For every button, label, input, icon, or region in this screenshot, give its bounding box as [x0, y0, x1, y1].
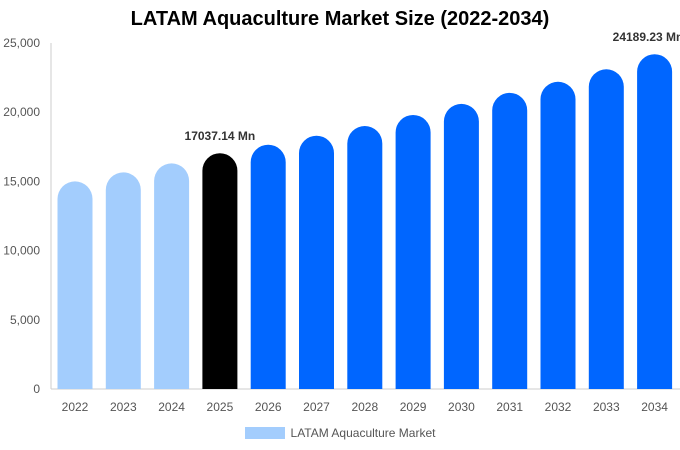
bar-2022[interactable]: [57, 181, 93, 389]
y-tick-label: 0: [33, 382, 40, 396]
legend-label: LATAM Aquaculture Market: [290, 426, 436, 440]
legend[interactable]: LATAM Aquaculture Market: [0, 425, 680, 441]
y-tick-label: 15,000: [3, 174, 40, 188]
bar-2031[interactable]: [492, 92, 528, 389]
x-tick-label: 2033: [593, 400, 620, 414]
x-tick-label: 2024: [158, 400, 185, 414]
data-label-2025: 17037.14 Mn: [185, 129, 256, 143]
bar-2034[interactable]: [637, 54, 673, 390]
y-tick-label: 20,000: [3, 105, 40, 119]
data-label-2034: 24189.23 Mn: [613, 30, 680, 44]
x-tick-label: 2029: [400, 400, 427, 414]
x-tick-label: 2031: [496, 400, 523, 414]
bar-2027[interactable]: [299, 135, 334, 389]
bar-2030[interactable]: [443, 103, 479, 390]
x-tick-label: 2023: [110, 400, 137, 414]
bar-2029[interactable]: [395, 114, 431, 389]
x-tick-label: 2028: [351, 400, 378, 414]
y-tick-label: 10,000: [3, 244, 40, 258]
x-tick-label: 2030: [448, 400, 475, 414]
x-tick-label: 2032: [545, 400, 572, 414]
bar-2028[interactable]: [347, 126, 383, 389]
legend-swatch: [244, 427, 285, 439]
x-tick-label: 2027: [303, 400, 330, 414]
bar-2033[interactable]: [588, 69, 624, 390]
bar-2025[interactable]: [202, 153, 238, 389]
y-tick-label: 5,000: [10, 313, 40, 327]
bar-2026[interactable]: [250, 144, 286, 389]
x-tick-label: 2022: [62, 400, 89, 414]
x-tick-label: 2034: [641, 400, 668, 414]
x-tick-label: 2025: [207, 400, 234, 414]
bar-2023[interactable]: [105, 172, 141, 389]
chart-title: LATAM Aquaculture Market Size (2022-2034…: [130, 8, 550, 30]
bar-2032[interactable]: [540, 81, 576, 389]
x-tick-label: 2026: [255, 400, 282, 414]
bar-2024[interactable]: [154, 163, 190, 389]
y-tick-label: 25,000: [3, 36, 40, 50]
